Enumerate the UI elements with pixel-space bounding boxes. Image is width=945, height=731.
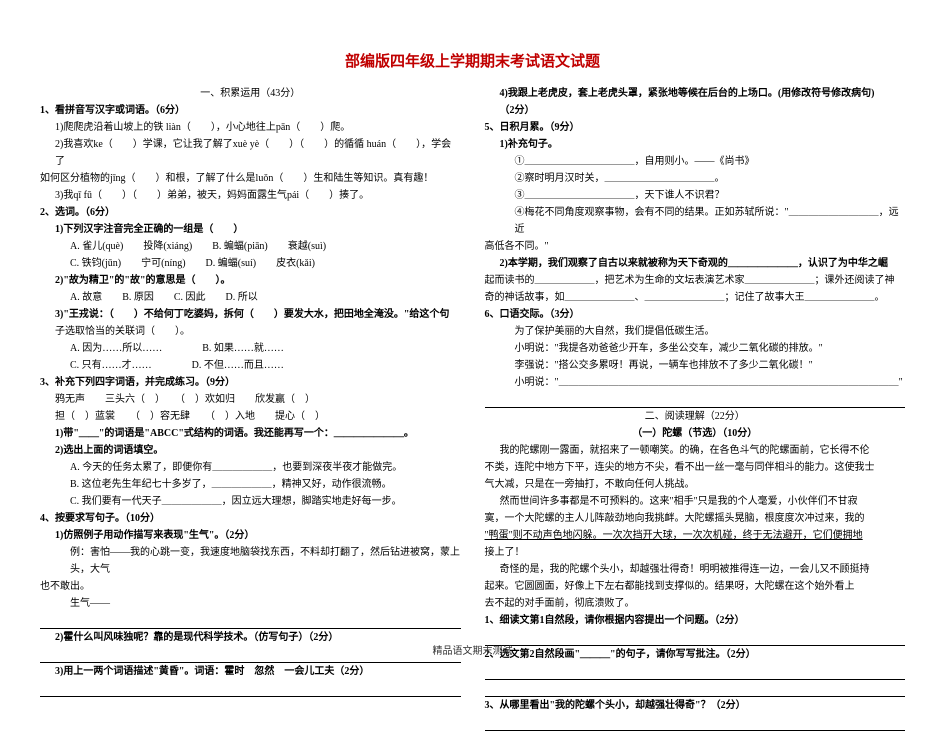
q3b: 担（ ）蓝裳 （ ）容无肆 （ ）入地 提心（ ） (40, 408, 461, 425)
q3a: 鸦无声 三头六（ ） （ ）欢如归 欣发赢（ ） (40, 391, 461, 408)
rq3: 3、从哪里看出"我的陀螺个头小，却越强壮得奇"？（2分） (485, 697, 906, 714)
q2-3opts2: C. 只有……才…… D. 不但……而且…… (40, 357, 461, 374)
q3-2a: A. 今天的任务太累了，即便你有＿＿＿＿＿＿，也要到深夜半夜才能做完。 (40, 459, 461, 476)
q2-1a: A. 雀儿(què) 投降(xiáng) B. 蝙蝠(piān) 衰越(suì) (40, 238, 461, 255)
q5-1: 1)补充句子。 (485, 136, 906, 153)
q4-1ex2: 也不敢出。 (40, 578, 461, 595)
two-column-layout: 一、积累运用（43分） 1、看拼音写汉字或词语。（6分） 1)爬爬虎沿着山坡上的… (40, 85, 905, 731)
p2c: "鸭蛋"则不动声色地闪躲。一次次挡开大球，一次次机碰，终于无法避开，它们便拥地 (485, 527, 906, 544)
p3: 奇怪的是，我的陀螺个头小，却越强壮得奇！明明被推得连一边，一会儿又不顾挺持 (485, 561, 906, 578)
q2-1b: C. 铁钧(jūn) 宁可(níng) D. 蝙蝠(suí) 皮衣(kǎi) (40, 255, 461, 272)
left-column: 一、积累运用（43分） 1、看拼音写汉字或词语。（6分） 1)爬爬虎沿着山坡上的… (40, 85, 461, 731)
q1b2: 如何区分植物的jīng（ ）和根，了解了什么是luǒn（ ）生和陆生等知识。真有… (40, 170, 461, 187)
q4-1ans: 生气—— (40, 595, 461, 612)
q5-1d2: 高低各不同。" (485, 238, 906, 255)
blank-line-3 (40, 682, 461, 697)
q2-2opts: A. 故意 B. 原因 C. 因此 D. 所以 (40, 289, 461, 306)
blank-line-r1 (485, 393, 906, 408)
q5-head: 5、日积月累。（9分） (485, 119, 906, 136)
q6-head: 6、口语交际。（3分） (485, 306, 906, 323)
p2b: 寞，一个大陀螺的主人儿阵敲劲地向我挑衅。大陀螺摇头晃脑，根度度次冲过来，我的 (485, 510, 906, 527)
right-column: 4)我跟上老虎皮，套上老虎头罩，紧张地等候在后台的上场口。(用修改符号修改病句)… (485, 85, 906, 731)
q6a: 为了保护美丽的大自然，我们提倡低碳生活。 (485, 323, 906, 340)
blank-line-r5 (485, 716, 906, 731)
q5-2c: 奇的神话故事，如＿＿＿＿＿＿＿、＿＿＿＿＿＿＿＿；记住了故事大王＿＿＿＿＿＿＿。 (485, 289, 906, 306)
q4-4: 4)我跟上老虎皮，套上老虎头罩，紧张地等候在后台的上场口。(用修改符号修改病句) (485, 85, 906, 102)
q2-2: 2)"故为精卫"的"故"的意思是（ ）。 (40, 272, 461, 289)
p1c: 气大减，只是在一旁抽打，不敢向任何人挑战。 (485, 476, 906, 493)
q4-head: 4、按要求写句子。（10分） (40, 510, 461, 527)
p3b: 起来。它圆圆面，好像上下左右都能找到支撑似的。结果呀，大陀螺在这个始外看上 (485, 578, 906, 595)
blank-line-1 (40, 614, 461, 629)
section-a-head: 一、积累运用（43分） (40, 85, 461, 102)
p3c: 去不起的对手面前，彻底溃败了。 (485, 595, 906, 612)
q3-head: 3、补充下列四字词语，并完成练习。（9分） (40, 374, 461, 391)
doc-title: 部编版四年级上学期期末考试语文试题 (40, 50, 905, 71)
q1b: 2)我喜欢ke（ ）学课，它让我了解了xuè yè（ ）（ ）的循循 huán（… (40, 136, 461, 170)
q1c: 3)我qī fū（ ）（ ）弟弟，被天，妈妈面露生气pái（ ）揍了。 (40, 187, 461, 204)
q4-1ex: 例：害怕——我的心跳一变，我速度地脑袋找东西，不料却打翻了，然后钻进被窝，蒙上头… (40, 544, 461, 578)
p2: 然而世间许多事都是不可预料的。这来"相手"只是我的个人毫爱，小伙伴们不甘寂 (485, 493, 906, 510)
q5-1c: ③＿＿＿＿＿＿＿＿＿＿＿，天下谁人不识君？ (485, 187, 906, 204)
q6d: 小明说："＿＿＿＿＿＿＿＿＿＿＿＿＿＿＿＿＿＿＿＿＿＿＿＿＿＿＿＿＿＿＿＿＿＿" (485, 374, 906, 391)
blank-line-r3 (485, 665, 906, 680)
q6c: 李强说："搭公交多累呀！再说，一辆车也排放不了多少二氧化碳！" (485, 357, 906, 374)
page-root: 部编版四年级上学期期末考试语文试题 一、积累运用（43分） 1、看拼音写汉字或词… (0, 0, 945, 669)
q6b: 小明说："我提各劝爸爸少开车，多坐公交车，减少二氧化碳的排放。" (485, 340, 906, 357)
q1a: 1)爬爬虎沿着山坡上的铁 liàn（ ），小心地往上pān（ ）爬。 (40, 119, 461, 136)
blank-line-r4 (485, 682, 906, 697)
q3-2b: B. 这位老先生年纪七十多岁了，＿＿＿＿＿＿，精神又好，动作很流畅。 (40, 476, 461, 493)
p2d: 接上了！ (485, 544, 906, 561)
q2-1: 1)下列汉字注音完全正确的一组是（ ） (40, 221, 461, 238)
q4-3: 3)用上一两个词语描述"黄昏"。词语：霍时 忽然 一会儿工夫（2分） (40, 663, 461, 680)
rq1: 1、细读文第1自然段，请你根据内容提出一个问题。（2分） (485, 612, 906, 629)
page-footer: 精品语文期末测试 (0, 642, 945, 657)
passage-title: （一）陀螺（节选）（10分） (485, 425, 906, 442)
section-b-head: 二、阅读理解（22分） (485, 408, 906, 425)
q5-1d: ④梅花不同角度观察事物，会有不同的结果。正如苏轼所说："＿＿＿＿＿＿＿＿＿，远近 (485, 204, 906, 238)
q3-2: 2)选出上面的词语填空。 (40, 442, 461, 459)
q3-2c: C. 我们要有一代天子＿＿＿＿＿＿，因立远大理想，脚踏实地走好每一步。 (40, 493, 461, 510)
q2-3b: 子选取恰当的关联词（ ）。 (40, 323, 461, 340)
q4-4pts: （2分） (485, 102, 906, 119)
q5-1b: ②察时明月汉时关，＿＿＿＿＿＿＿＿＿＿＿。 (485, 170, 906, 187)
p1b: 不类，连陀中地方下平，连尖的地方不尖，看不出一丝一毫与同伴相斗的能力。这使我士 (485, 459, 906, 476)
q1-head: 1、看拼音写汉字或词语。（6分） (40, 102, 461, 119)
q3-1: 1)带"＿＿"的词语是"ABCC"式结构的词语。我还能再写一个：＿＿＿＿＿＿＿。 (40, 425, 461, 442)
q5-2b: 起而读书的＿＿＿＿＿＿，把艺术为生命的文坛表演艺术家＿＿＿＿＿＿＿；课外还阅读了… (485, 272, 906, 289)
q2-3: 3)"王戎说：（ ）不给何丁吃婆妈，拆何（ ）要发大水，把田地全淹没。"给这个句 (40, 306, 461, 323)
q5-1a: ①＿＿＿＿＿＿＿＿＿＿＿，自用则小。——《尚书》 (485, 153, 906, 170)
q5-2: 2)本学期，我们观察了自古以来就被称为天下奇观的＿＿＿＿＿＿＿，认识了为中华之崛 (485, 255, 906, 272)
q2-head: 2、选词。（6分） (40, 204, 461, 221)
p1: 我的陀螺刚一露面，就招来了一顿嘲笑。的确，在各色斗气的陀螺面前，它长得不伦 (485, 442, 906, 459)
q4-1: 1)仿照例子用动作描写来表现"生气"。（2分） (40, 527, 461, 544)
q2-3opts: A. 因为……所以…… B. 如果……就…… (40, 340, 461, 357)
